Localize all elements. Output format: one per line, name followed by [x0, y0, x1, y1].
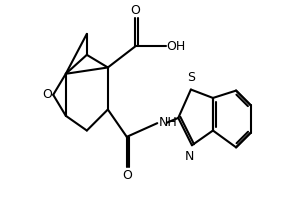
- Text: O: O: [122, 169, 132, 183]
- Text: O: O: [130, 4, 140, 17]
- Text: OH: OH: [167, 40, 186, 53]
- Text: N: N: [185, 151, 195, 164]
- Text: NH: NH: [158, 116, 177, 129]
- Text: O: O: [42, 88, 52, 101]
- Text: S: S: [187, 71, 195, 84]
